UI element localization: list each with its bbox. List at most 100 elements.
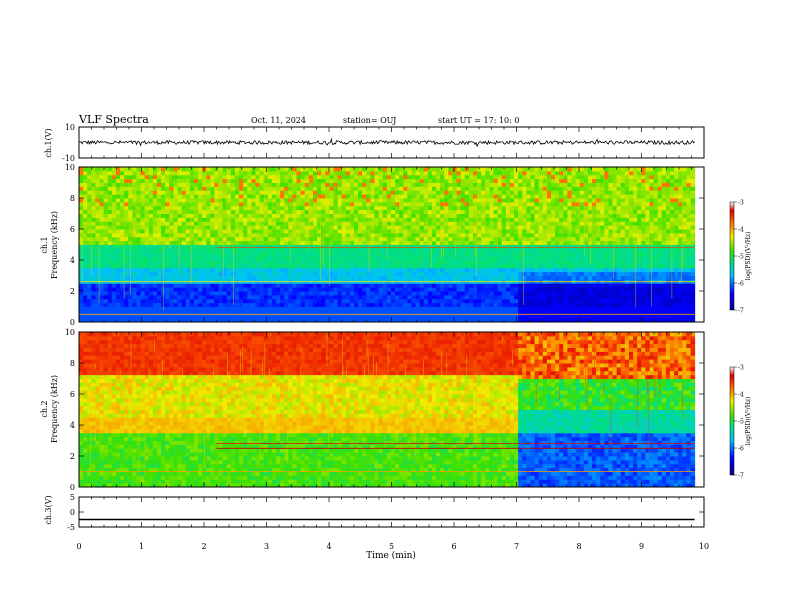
spectrogram-cell [111, 314, 117, 319]
spectrogram-cell [530, 256, 536, 261]
spectrogram-cell [300, 314, 306, 319]
spectrogram-cell [358, 271, 363, 277]
spectrogram-cell [518, 283, 523, 288]
spectrogram-cell [210, 240, 215, 246]
spectrogram-cell [468, 174, 474, 180]
spectrogram-cell [308, 256, 314, 261]
spectrogram-cell [329, 244, 334, 249]
spectrogram-cell [419, 291, 425, 296]
spectrogram-cell [276, 213, 281, 218]
spectrogram-cell [509, 190, 515, 195]
spectrogram-cell [140, 306, 146, 311]
spectrogram-cell [329, 314, 334, 319]
spectrogram-cell [505, 248, 511, 253]
spectrogram-cell [374, 294, 380, 300]
spectrogram-cell [382, 260, 388, 265]
spectrogram-cell [440, 275, 445, 280]
spectrogram-cell [399, 291, 404, 296]
spectrogram-cell [452, 283, 458, 288]
spectrogram-cell [140, 287, 146, 292]
spectrogram-cell [452, 194, 458, 199]
spectrogram-cell [518, 310, 523, 315]
spectrogram-cell [152, 178, 158, 184]
spectrogram-cell [370, 298, 375, 304]
spectrogram-cell [185, 178, 191, 184]
spectrogram-cell [337, 167, 343, 172]
spectrogram-cell [538, 244, 544, 249]
spectrogram-cell [526, 314, 531, 319]
spectrogram-cell [555, 170, 560, 176]
spectrogram-cell [530, 178, 536, 184]
spectrogram-cell [140, 213, 146, 218]
spectrogram-cell [263, 178, 269, 184]
spectrogram-cell [124, 221, 129, 226]
spectrogram-cell [505, 170, 511, 176]
spectrogram-cell [234, 232, 240, 238]
spectrogram-cell [341, 194, 347, 199]
spectrogram-cell [144, 225, 150, 230]
spectrogram-cell [95, 232, 101, 238]
spectrogram-cell [185, 314, 191, 319]
spectrogram-cell [518, 201, 523, 207]
spectrogram-cell [501, 314, 507, 319]
spectrogram-cell [284, 256, 289, 261]
spectrogram-cell [464, 170, 470, 176]
spectrogram-cell [353, 252, 359, 257]
spectrogram-cell [161, 174, 166, 180]
spectrogram-cell [292, 260, 298, 265]
spectrogram-cell [181, 194, 187, 199]
spectrogram-cell [423, 310, 429, 315]
spectrogram-cell [128, 213, 133, 218]
spectrogram-cell [132, 256, 137, 261]
spectrogram-cell [567, 256, 572, 261]
spectrogram-cell [83, 302, 88, 308]
spectrogram-cell [444, 198, 449, 203]
spectrogram-cell [107, 182, 113, 187]
spectrogram-cell [247, 225, 252, 230]
spectrogram-cell [374, 240, 380, 246]
spectrogram-cell [239, 236, 244, 242]
spectrogram-cell [288, 275, 293, 280]
spectrogram-cell [280, 236, 285, 242]
spectrogram-cell [555, 232, 560, 238]
spectrogram-cell [304, 244, 310, 249]
spectrogram-cell [111, 174, 117, 180]
spectrogram-cell [312, 217, 318, 222]
spectrogram-cell [345, 252, 351, 257]
spectrogram-cell [353, 260, 359, 265]
spectrogram-cell [353, 229, 359, 234]
spectrogram-cell [173, 232, 178, 238]
spectrogram-cell [83, 201, 88, 207]
spectrogram-cell [107, 271, 113, 277]
spectrogram-cell [140, 260, 146, 265]
spectrogram-cell [419, 236, 425, 242]
spectrogram-cell [468, 244, 474, 249]
spectrogram-cell [267, 294, 273, 300]
spectrogram-cell [337, 232, 343, 238]
spectrogram-cell [370, 283, 375, 288]
spectrogram-cell [185, 260, 191, 265]
spectrogram-cell [251, 205, 256, 211]
spectrogram-cell [542, 240, 548, 246]
spectrogram-cell [366, 275, 371, 280]
spectrogram-cell [87, 248, 92, 253]
spectrogram-cell [169, 178, 174, 184]
spectrogram-cell [403, 310, 408, 315]
spectrogram-cell [341, 283, 347, 288]
spectrogram-cell [444, 287, 449, 292]
spectrogram-cell [559, 201, 564, 207]
spectrogram-cell [555, 205, 560, 211]
spectrogram-cell [210, 232, 215, 238]
spectrogram-cell [386, 291, 392, 296]
spectrogram-cell [304, 248, 310, 253]
spectrogram-cell [567, 244, 572, 249]
spectrogram-cell [189, 225, 195, 230]
spectrogram-cell [407, 229, 412, 234]
spectrogram-cell [181, 306, 187, 311]
spectrogram-cell [456, 221, 462, 226]
spectrogram-cell [419, 283, 425, 288]
spectrogram-cell [325, 275, 330, 280]
spectrogram-cell [423, 291, 429, 296]
spectrogram-cell [132, 294, 137, 300]
spectrogram-cell [308, 287, 314, 292]
